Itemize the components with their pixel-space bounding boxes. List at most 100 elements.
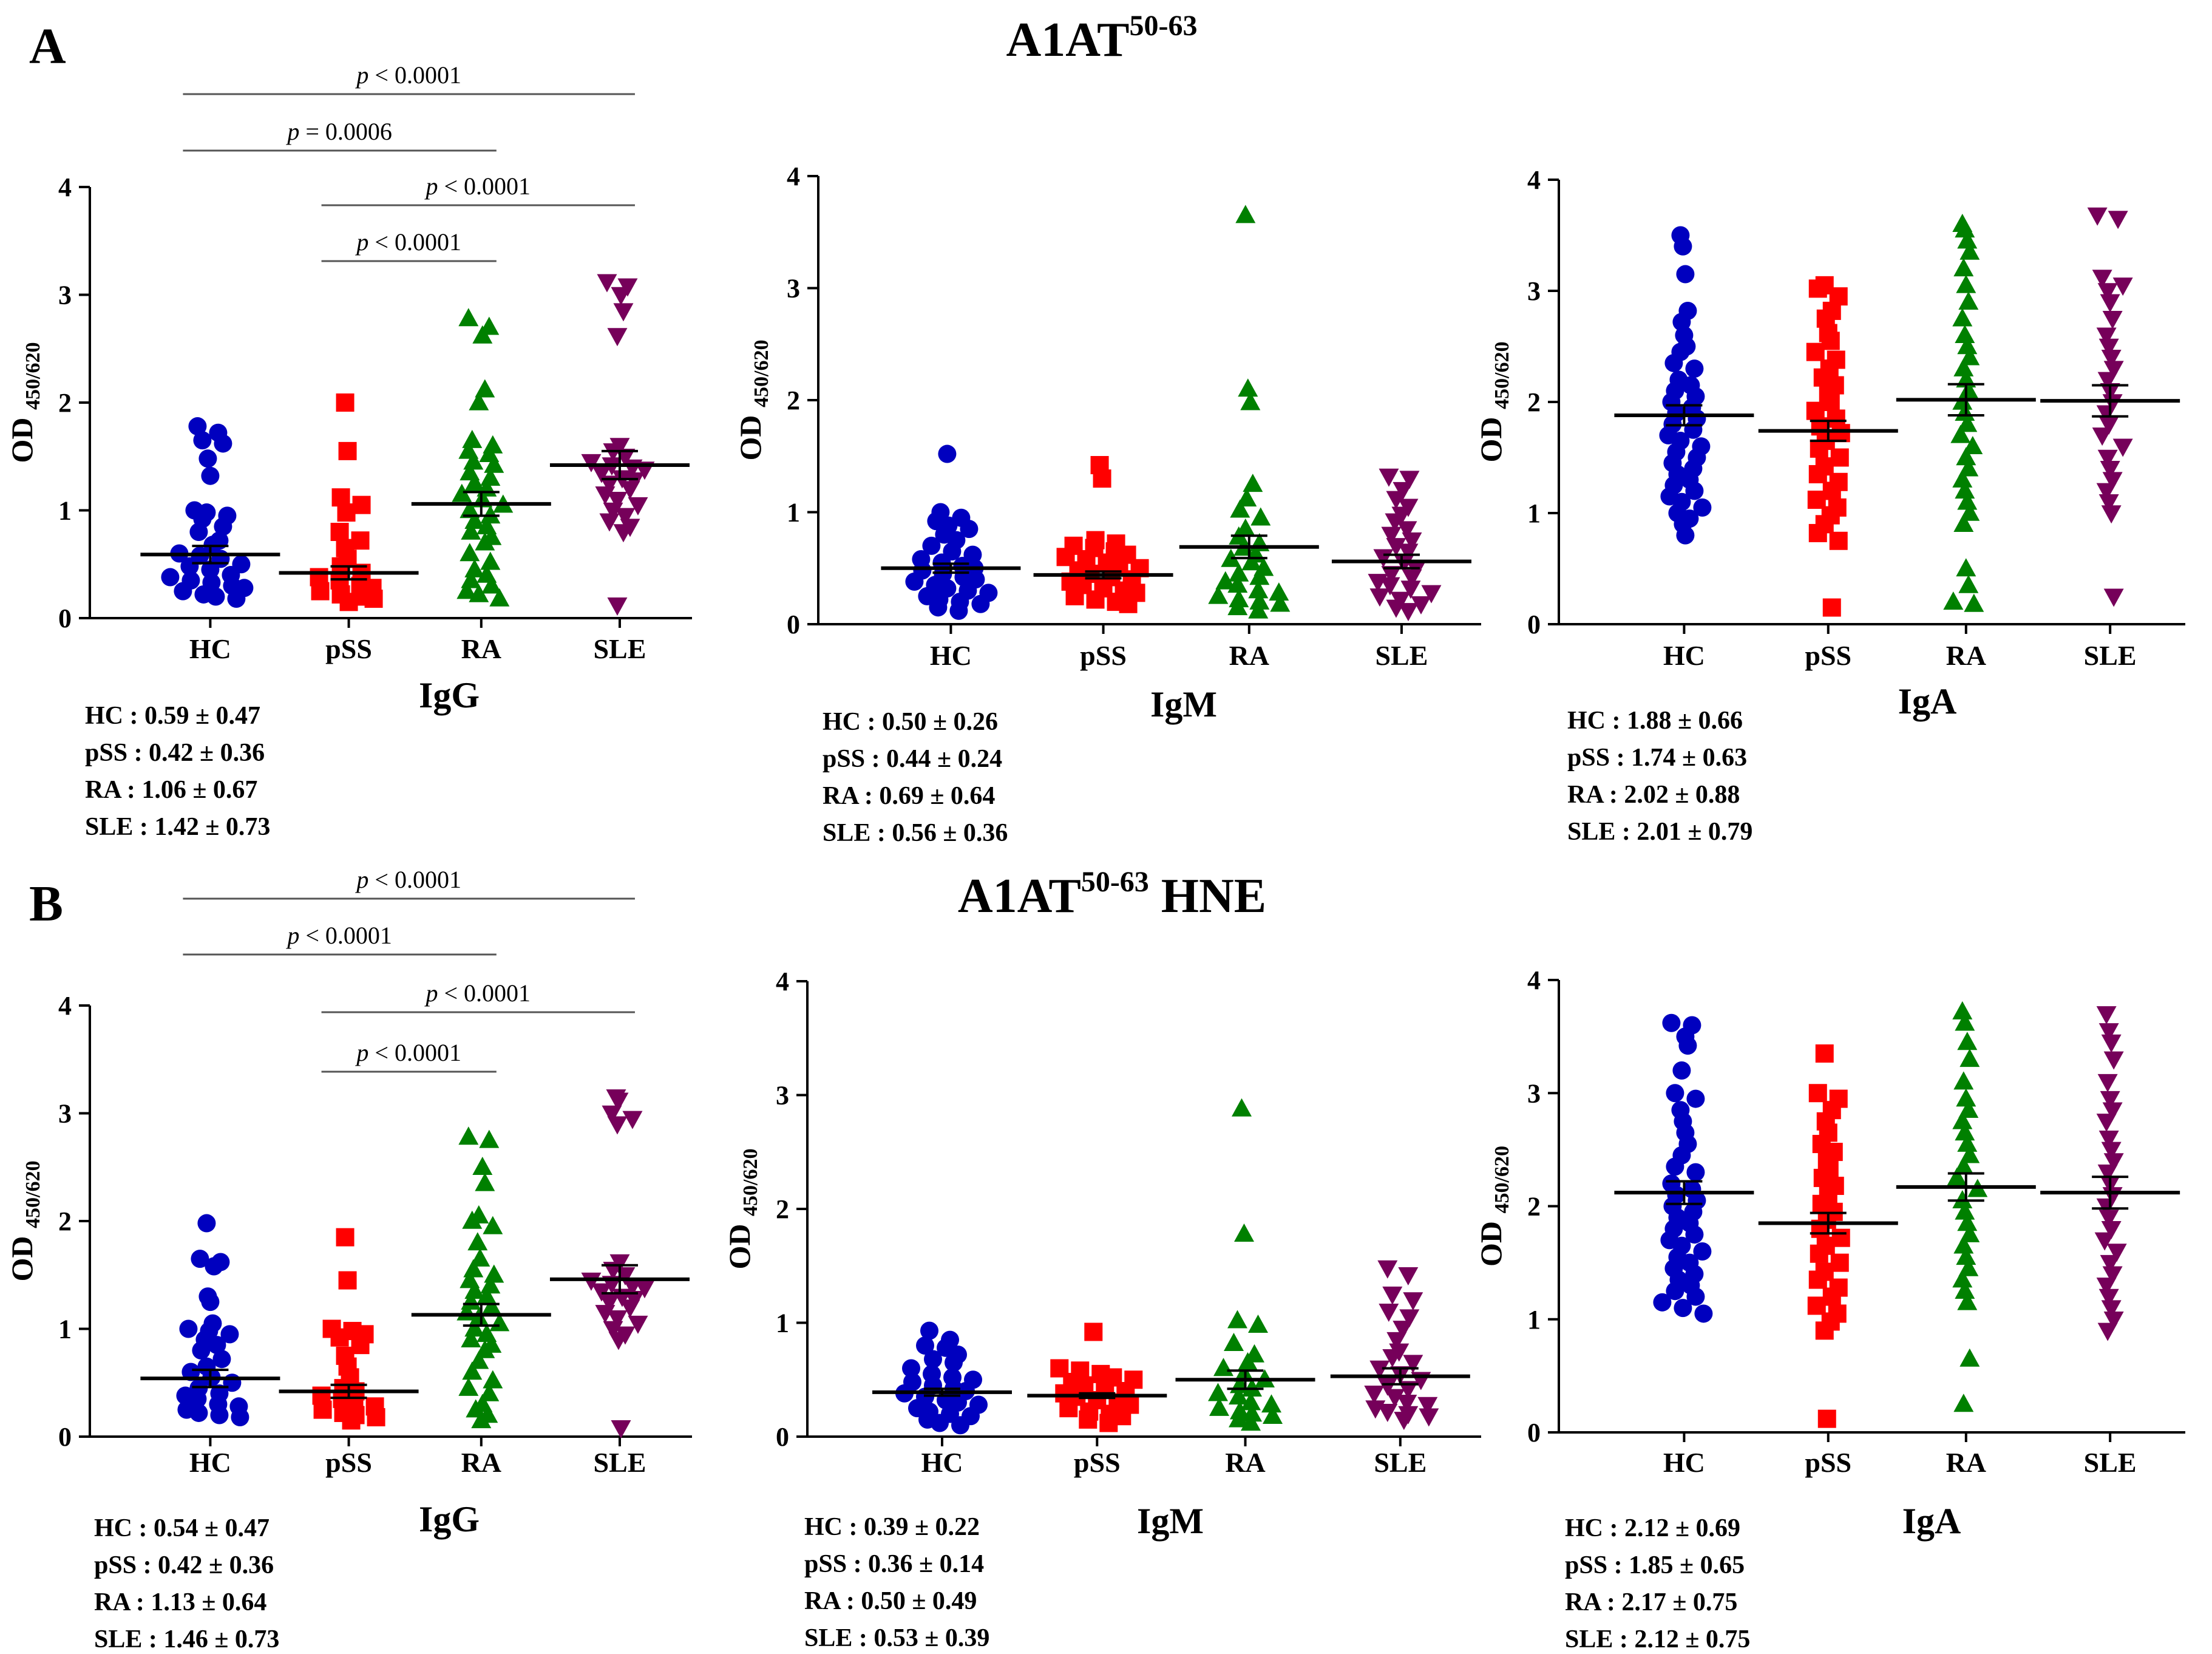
data-point xyxy=(2097,1164,2118,1183)
data-point xyxy=(1955,1280,1975,1299)
y-axis-title-subscript: 450/620 xyxy=(1491,342,1513,409)
data-point xyxy=(603,502,623,521)
data-point xyxy=(1806,342,1825,361)
data-point xyxy=(1369,1360,1390,1379)
data-point xyxy=(1398,603,1419,622)
data-point xyxy=(1674,1299,1692,1318)
y-tick-label: 3 xyxy=(58,281,72,310)
data-point xyxy=(628,1315,648,1334)
data-point xyxy=(1964,593,1984,612)
y-tick-label: 4 xyxy=(58,172,72,202)
data-point xyxy=(2098,1210,2119,1228)
data-point xyxy=(599,1294,620,1313)
y-tick-label: 1 xyxy=(1527,1305,1541,1335)
data-point xyxy=(197,1214,216,1233)
data-point xyxy=(1364,1386,1385,1404)
p-value-label: p = 0.0006 xyxy=(285,118,392,145)
data-point xyxy=(2097,372,2118,390)
data-point xyxy=(1958,291,1979,310)
data-point xyxy=(924,1350,942,1369)
data-point xyxy=(336,393,355,412)
p-value-symbol: p xyxy=(355,866,368,893)
data-point xyxy=(201,466,220,485)
points-hc xyxy=(1659,226,1712,545)
category-label-pss: pSS xyxy=(325,1447,372,1478)
data-point xyxy=(1229,1386,1249,1405)
data-point xyxy=(1957,336,1978,355)
y-tick-label: 4 xyxy=(58,991,72,1021)
summary-stat-line: SLE : 1.42 ± 0.73 xyxy=(85,813,270,841)
data-point xyxy=(1808,1270,1827,1289)
y-axis-title-main: OD xyxy=(1474,409,1508,463)
data-point xyxy=(938,444,957,463)
data-point xyxy=(2101,1221,2122,1239)
data-point xyxy=(1678,1036,1697,1055)
data-point xyxy=(1807,1296,1826,1315)
y-axis-title-subscript: 450/620 xyxy=(739,1149,762,1216)
y-tick-label: 3 xyxy=(1527,1078,1541,1108)
data-point xyxy=(337,503,356,522)
data-point xyxy=(338,1271,357,1290)
data-point xyxy=(1248,600,1269,619)
y-tick-label: 0 xyxy=(58,1422,72,1452)
data-point xyxy=(220,1325,239,1344)
panel-letter-a: A xyxy=(29,18,66,75)
data-point xyxy=(1249,567,1270,585)
data-point xyxy=(1379,1304,1399,1322)
data-point xyxy=(188,417,207,436)
data-point xyxy=(1957,413,1978,432)
isotype-label: IgA xyxy=(1902,1501,1961,1541)
isotype-label: IgG xyxy=(419,675,480,715)
data-point xyxy=(1238,378,1258,397)
data-point xyxy=(2100,1091,2120,1109)
data-point xyxy=(2101,1034,2122,1053)
summary-stat-line: HC : 2.12 ± 0.69 xyxy=(1565,1514,1740,1542)
data-point xyxy=(1249,591,1270,610)
data-point xyxy=(1952,1001,1973,1019)
data-point xyxy=(227,590,246,608)
y-axis-title-main: OD xyxy=(5,1228,39,1282)
data-point xyxy=(1215,571,1236,590)
points-ra xyxy=(456,1126,510,1429)
y-tick-label: 0 xyxy=(776,1422,789,1452)
data-point xyxy=(1224,1333,1244,1351)
data-point xyxy=(2102,1102,2123,1121)
data-point xyxy=(1403,1292,1423,1311)
data-point xyxy=(607,597,628,616)
data-point xyxy=(1956,369,1976,388)
y-tick-label: 1 xyxy=(58,496,72,526)
data-point xyxy=(1953,1235,1974,1254)
y-tick-label: 0 xyxy=(1527,610,1541,639)
y-tick-label: 1 xyxy=(787,498,800,528)
data-point xyxy=(1229,563,1249,582)
data-point xyxy=(1417,1397,1438,1415)
p-value-label: p < 0.0001 xyxy=(355,61,461,89)
y-axis-title: OD 450/620 xyxy=(722,1149,762,1270)
data-point xyxy=(1664,353,1683,372)
data-point xyxy=(1959,1348,1980,1367)
category-label-pss: pSS xyxy=(325,633,372,664)
data-point xyxy=(2097,449,2118,468)
data-point xyxy=(1686,1163,1705,1182)
data-point xyxy=(945,1353,963,1372)
section-a-title: A1AT50-63 xyxy=(1006,10,1198,67)
data-point xyxy=(2096,1006,2117,1025)
data-point xyxy=(949,601,968,620)
data-point xyxy=(1250,507,1271,526)
panel-letter-b: B xyxy=(29,876,63,932)
y-axis-title-main: OD xyxy=(1474,1213,1508,1267)
data-point xyxy=(581,1272,602,1291)
data-point xyxy=(198,449,217,468)
summary-stat-line: pSS : 0.36 ± 0.14 xyxy=(804,1550,984,1578)
data-point xyxy=(1380,577,1400,596)
data-point xyxy=(1694,1304,1713,1323)
category-label-hc: HC xyxy=(1663,640,1705,671)
data-point xyxy=(469,392,489,410)
y-axis-title: OD 450/620 xyxy=(5,342,44,463)
data-point xyxy=(1243,474,1263,492)
data-point xyxy=(2098,338,2119,357)
isotype-label: IgM xyxy=(1137,1501,1204,1541)
y-tick-label: 1 xyxy=(1527,499,1541,528)
y-tick-label: 2 xyxy=(776,1194,789,1224)
